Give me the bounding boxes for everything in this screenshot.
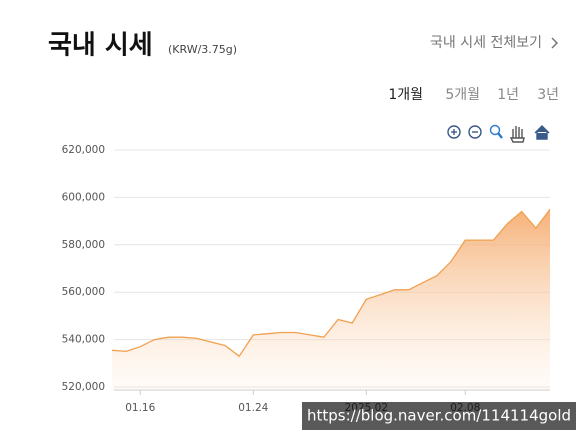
y-tick-label: 560,000 bbox=[62, 286, 105, 298]
period-tab[interactable]: 3년 bbox=[537, 87, 559, 103]
y-tick-label: 600,000 bbox=[62, 191, 105, 203]
zoom-out-button[interactable] bbox=[468, 125, 482, 139]
period-tab[interactable]: 1개월 bbox=[388, 87, 423, 103]
home-button[interactable] bbox=[534, 125, 550, 140]
unit: (KRW/3.75g) bbox=[168, 43, 237, 56]
x-tick-label: 01.24 bbox=[238, 402, 268, 414]
all-prices-link[interactable]: 국내 시세 전체보기 bbox=[430, 35, 542, 51]
chart: 520,000 540,000 560,000 580,000 600,000 620,0… bbox=[62, 144, 551, 414]
y-tick-label: 520,000 bbox=[62, 381, 105, 393]
x-tick-label: 01.16 bbox=[125, 402, 155, 414]
chevron-icon[interactable] bbox=[551, 37, 559, 49]
y-tick-label: 540,000 bbox=[62, 334, 105, 346]
title: 국내 시세 bbox=[48, 31, 153, 61]
period-tab[interactable]: 5개월 bbox=[445, 87, 480, 103]
toolbar bbox=[447, 124, 550, 143]
tabs: 1개월 5개월 1년 3년 bbox=[388, 87, 559, 103]
period-tab[interactable]: 1년 bbox=[497, 87, 519, 103]
y-tick-label: 580,000 bbox=[62, 239, 105, 251]
watermark-box bbox=[302, 402, 576, 430]
watermark: https://blog.naver.com/114114gold bbox=[307, 407, 571, 425]
zoom-in-button[interactable] bbox=[447, 125, 461, 139]
pan-button[interactable] bbox=[509, 126, 525, 143]
y-tick-label: 620,000 bbox=[62, 144, 105, 156]
zoom-button[interactable] bbox=[489, 124, 503, 139]
price-line bbox=[111, 208, 551, 358]
